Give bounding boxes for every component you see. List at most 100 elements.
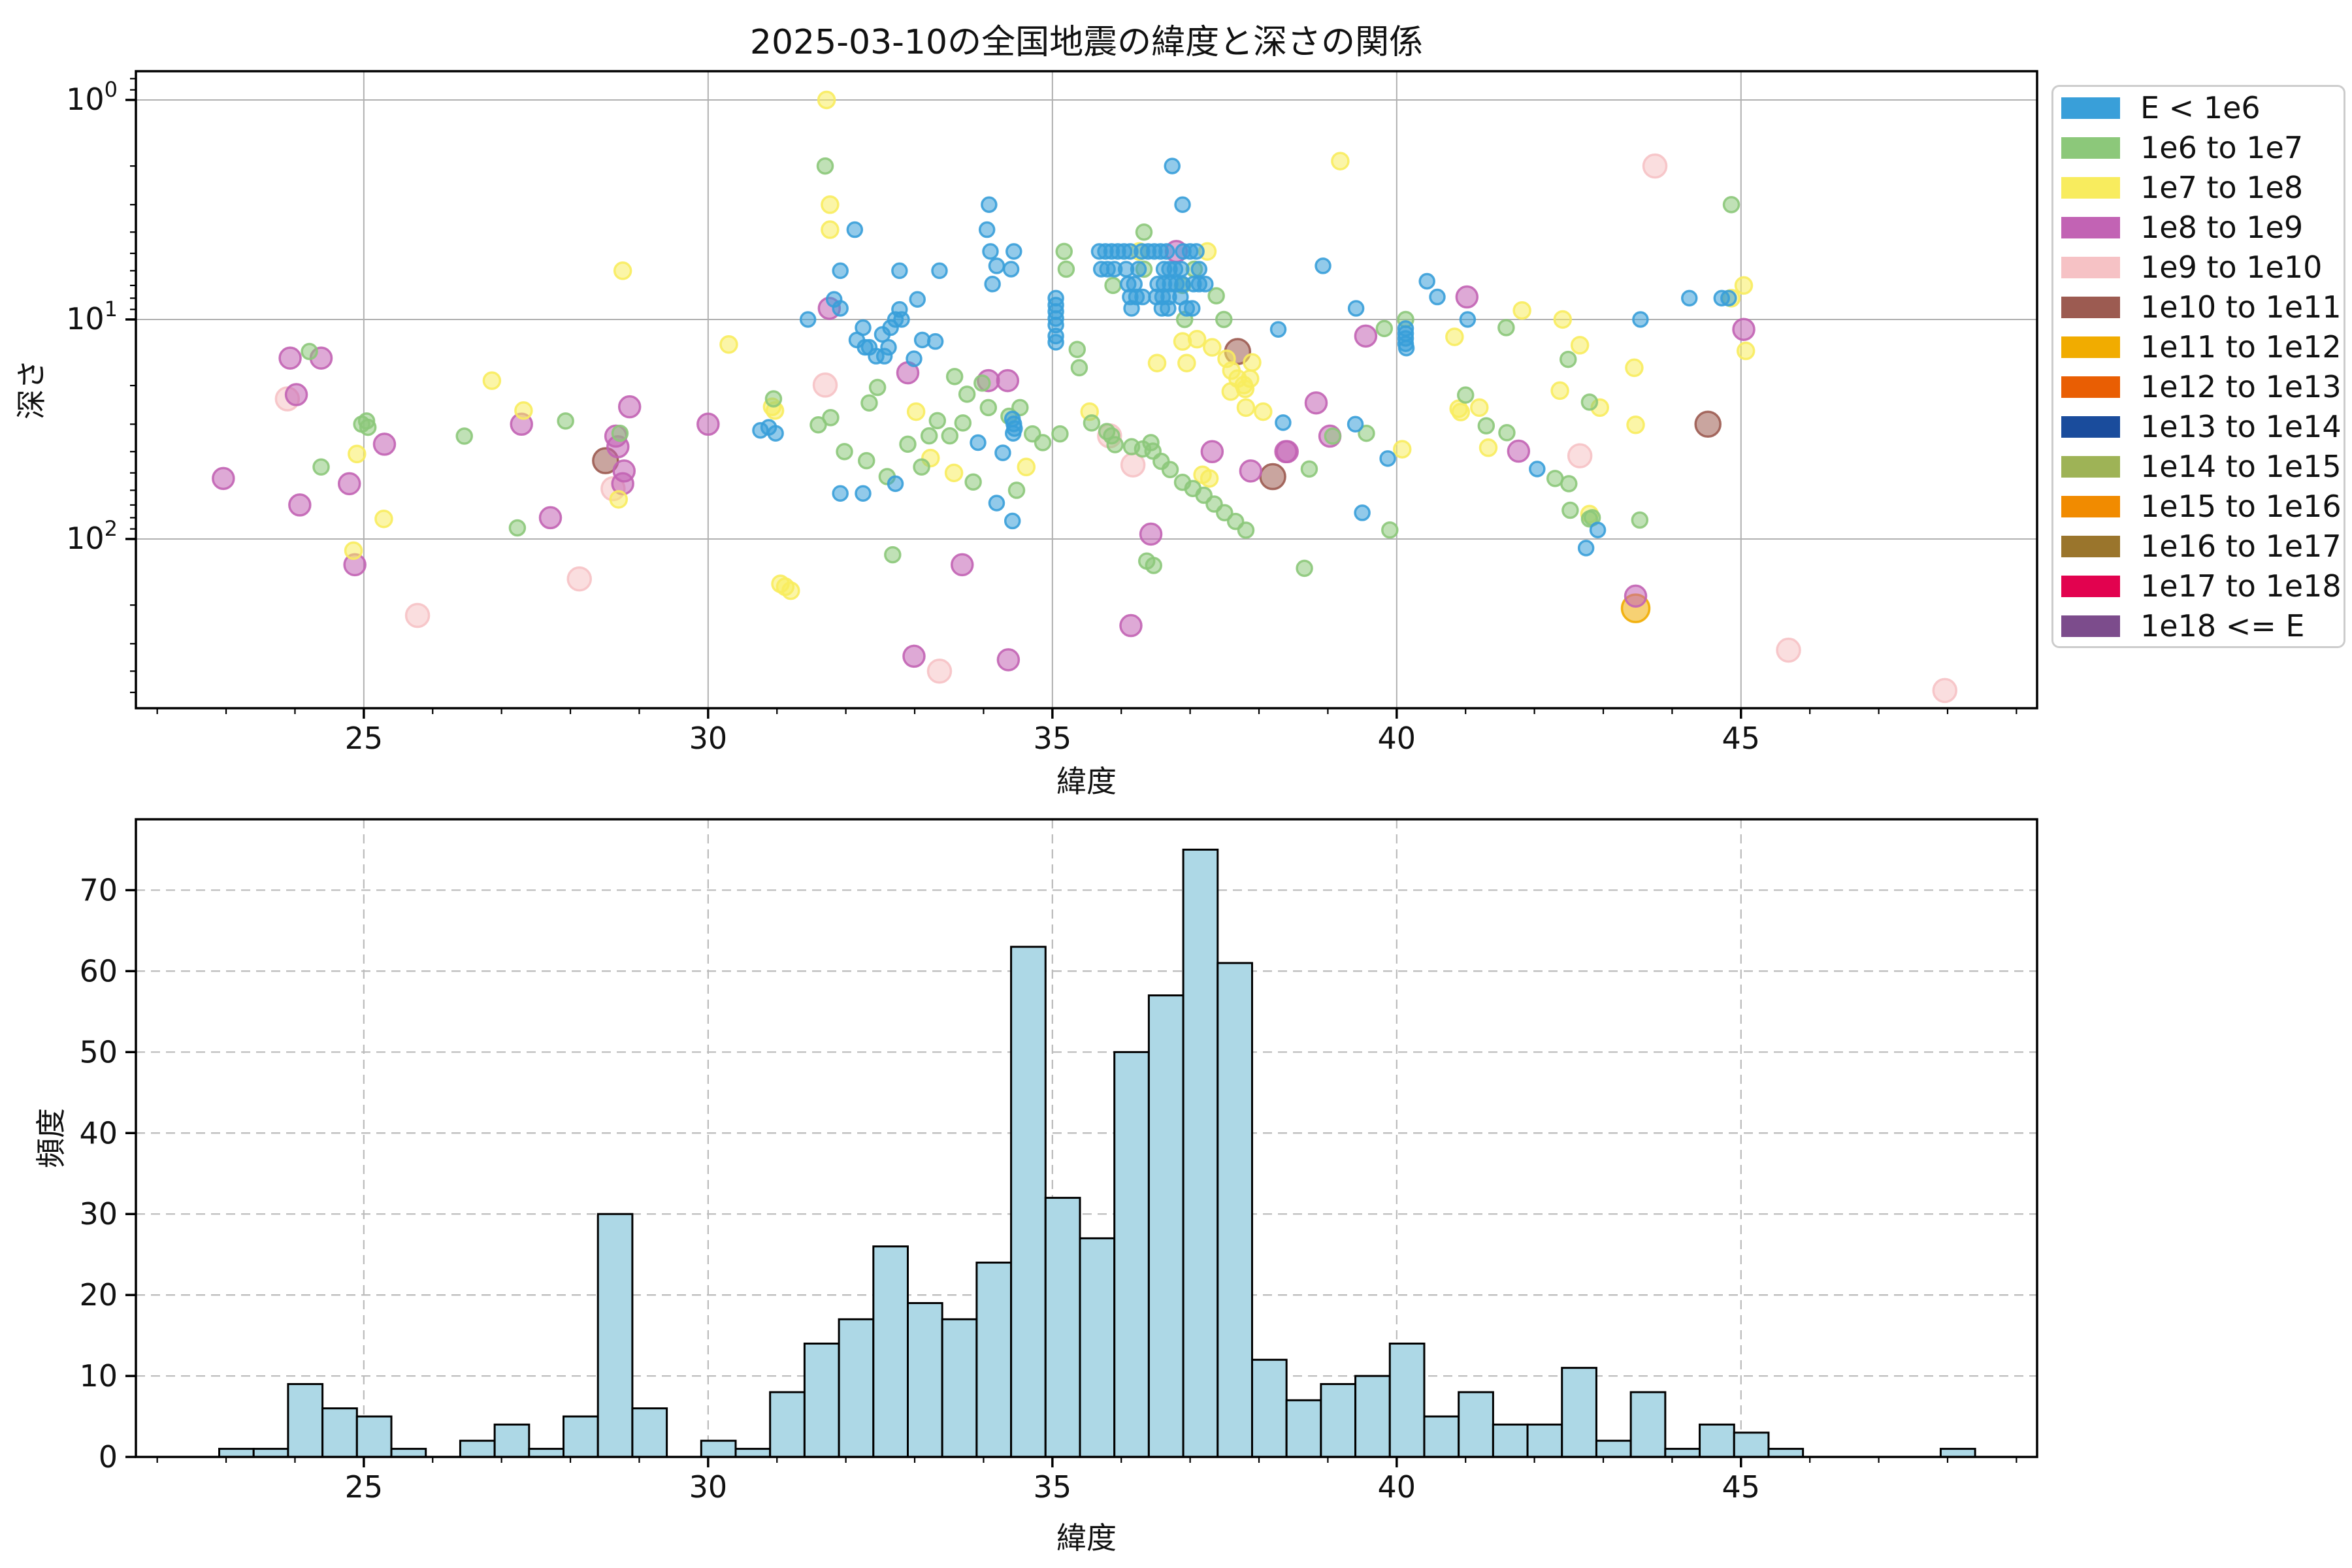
scatter-point bbox=[1720, 289, 1737, 307]
scatter-point bbox=[1005, 425, 1022, 442]
legend-label: 1e10 to 1e11 bbox=[2140, 289, 2342, 325]
hist-bar bbox=[1458, 1391, 1494, 1458]
scatter-point bbox=[767, 425, 784, 442]
scatter-point bbox=[1561, 501, 1579, 519]
scatter-point bbox=[1051, 425, 1069, 443]
scatter-plot: 25 30 35 40 45 100 101 102 bbox=[66, 70, 2038, 756]
legend-item: 1e16 to 1e17 bbox=[2053, 527, 2344, 566]
legend-item: E < 1e6 bbox=[2053, 88, 2344, 128]
scatter-point bbox=[212, 466, 235, 491]
scatter-point bbox=[887, 475, 904, 493]
scatter-spines bbox=[135, 70, 2038, 710]
scatter-point bbox=[337, 472, 361, 496]
scatter-point bbox=[1254, 402, 1273, 421]
scatter-point bbox=[1694, 410, 1722, 438]
scatter-point bbox=[538, 506, 563, 530]
scatter-point bbox=[1497, 319, 1515, 336]
scatter-point bbox=[1057, 260, 1075, 278]
hist-bar bbox=[1939, 1448, 1976, 1458]
scatter-point bbox=[928, 412, 947, 430]
legend-label: 1e7 to 1e8 bbox=[2140, 170, 2304, 205]
legend-swatch bbox=[2061, 217, 2120, 238]
scatter-point bbox=[372, 433, 397, 456]
legend-label: 1e6 to 1e7 bbox=[2140, 130, 2304, 165]
scatter-point bbox=[1375, 319, 1394, 338]
legend-item: 1e12 to 1e13 bbox=[2053, 367, 2344, 407]
x-tick-label: 35 bbox=[1034, 721, 1072, 756]
scatter-point bbox=[1732, 318, 1756, 341]
scatter-point bbox=[1381, 521, 1399, 539]
hist-bars bbox=[218, 848, 1976, 1458]
legend-swatch bbox=[2061, 576, 2120, 597]
scatter-point bbox=[1445, 327, 1464, 346]
legend-item: 1e8 to 1e9 bbox=[2053, 208, 2344, 248]
legend-item: 1e10 to 1e11 bbox=[2053, 287, 2344, 327]
scatter-point bbox=[891, 262, 908, 280]
scatter-point bbox=[1550, 381, 1569, 400]
scatter-point bbox=[1451, 402, 1471, 421]
scatter-point bbox=[1392, 440, 1412, 459]
legend-item: 1e18 <= E bbox=[2053, 606, 2344, 646]
y-tick-label: 40 bbox=[79, 1115, 118, 1151]
scatter-point bbox=[913, 458, 930, 476]
scatter-point bbox=[404, 602, 431, 629]
x-tick-label: 35 bbox=[1034, 1469, 1072, 1505]
scatter-point bbox=[617, 395, 642, 419]
scatter-point bbox=[1734, 276, 1754, 295]
scatter-point bbox=[1269, 321, 1287, 338]
scatter-point bbox=[1145, 557, 1163, 574]
scatter-point bbox=[1347, 416, 1364, 433]
legend-label: 1e13 to 1e14 bbox=[2140, 409, 2342, 444]
legend-item: 1e11 to 1e12 bbox=[2053, 327, 2344, 367]
scatter-point bbox=[880, 338, 897, 356]
scatter-point bbox=[920, 427, 938, 445]
scatter-point bbox=[455, 427, 473, 445]
scatter-point bbox=[1123, 300, 1140, 317]
legend-swatch bbox=[2061, 257, 2120, 278]
scatter-point bbox=[945, 368, 964, 385]
hist-bar bbox=[252, 1448, 289, 1458]
scatter-point bbox=[566, 566, 593, 592]
scatter-point bbox=[855, 485, 872, 502]
scatter-point bbox=[958, 385, 976, 403]
scatter-point bbox=[902, 644, 926, 668]
hist-bar bbox=[906, 1302, 943, 1458]
legend-swatch bbox=[2061, 137, 2120, 159]
scatter-point bbox=[1429, 288, 1446, 306]
scatter-point bbox=[1553, 310, 1573, 329]
scatter-point bbox=[931, 262, 948, 280]
hist-ticks bbox=[125, 889, 2017, 1467]
scatter-point bbox=[1119, 613, 1143, 638]
scatter-point bbox=[1070, 359, 1088, 377]
scatter-point bbox=[1275, 414, 1292, 431]
legend-label: 1e9 to 1e10 bbox=[2140, 250, 2323, 285]
scatter-point bbox=[832, 300, 849, 317]
y-tick-label: 102 bbox=[66, 516, 118, 556]
scatter-point bbox=[1577, 540, 1595, 557]
scatter-point bbox=[1570, 336, 1590, 355]
hist-bar bbox=[734, 1448, 772, 1458]
scatter-point bbox=[1197, 276, 1214, 293]
scatter-point bbox=[312, 458, 330, 476]
scatter-point bbox=[1164, 157, 1181, 174]
scatter-point bbox=[944, 463, 964, 483]
y-tick-label: 10 bbox=[79, 1358, 118, 1394]
scatter-point bbox=[1300, 460, 1318, 478]
scatter-point bbox=[1559, 350, 1577, 368]
x-tick-label: 45 bbox=[1722, 1469, 1761, 1505]
scatter-point bbox=[817, 90, 836, 110]
scatter-point bbox=[1184, 300, 1201, 317]
scatter-point bbox=[1455, 285, 1479, 309]
hist-bar bbox=[1354, 1375, 1391, 1458]
legend-item: 1e15 to 1e16 bbox=[2053, 487, 2344, 527]
hist-ylabel: 頻度 bbox=[33, 1108, 69, 1168]
scatter-point bbox=[1011, 399, 1029, 417]
scatter-point bbox=[1104, 276, 1122, 295]
hist-bar bbox=[1285, 1399, 1322, 1458]
scatter-point bbox=[1397, 340, 1415, 357]
scatter-point bbox=[284, 383, 308, 406]
legend-swatch bbox=[2061, 496, 2120, 517]
scatter-point bbox=[1507, 439, 1531, 463]
scatter-point bbox=[1002, 261, 1020, 278]
scatter-series bbox=[752, 157, 1737, 557]
